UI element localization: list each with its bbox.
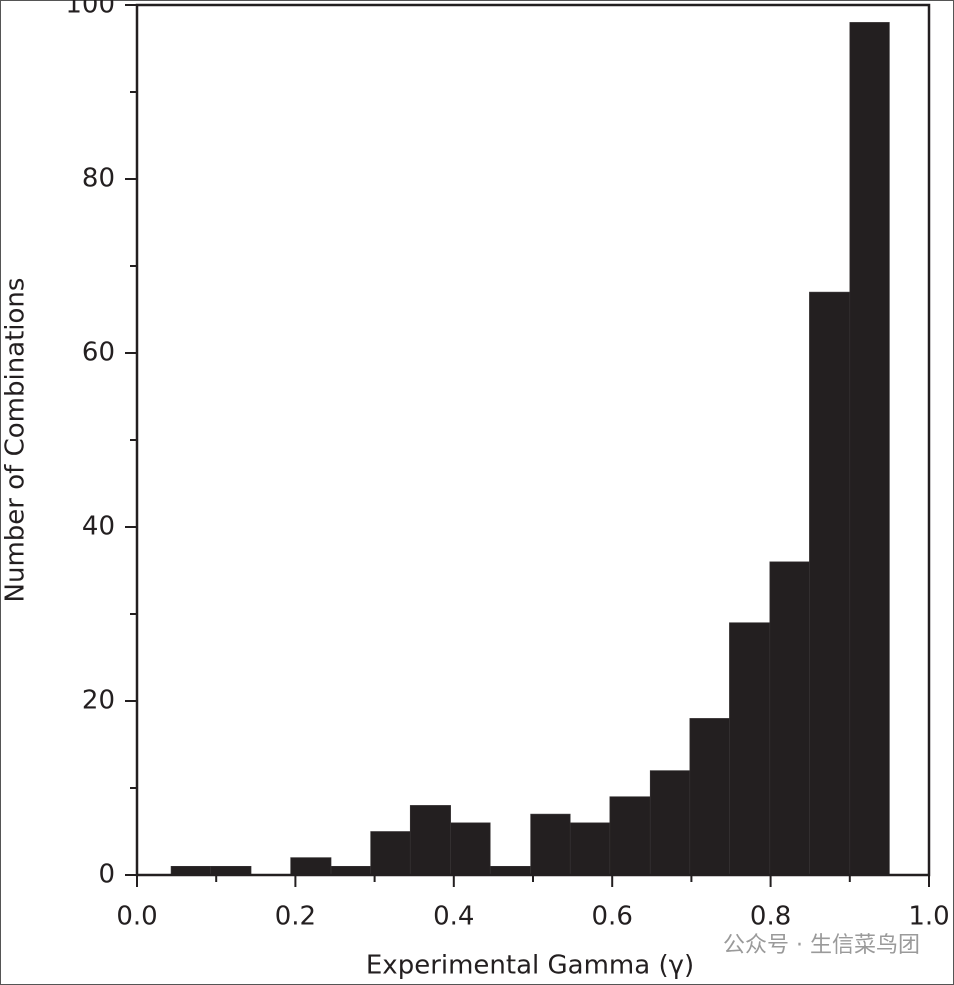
y-tick-label: 100 xyxy=(65,0,115,20)
bar xyxy=(569,822,611,876)
bar xyxy=(849,22,890,876)
x-tick-label: 1.0 xyxy=(908,902,949,932)
bar xyxy=(530,813,571,876)
y-tick-label: 0 xyxy=(98,860,115,890)
y-tick-label: 20 xyxy=(82,686,115,716)
y-axis-label: Number of Combinations xyxy=(1,278,31,603)
x-axis-label: Experimental Gamma (γ) xyxy=(366,951,694,981)
bar xyxy=(609,796,651,876)
bar xyxy=(330,865,371,876)
x-tick-label: 0.6 xyxy=(592,902,633,932)
watermark: 公众号 · 生信菜鸟团 xyxy=(723,933,920,958)
x-tick-label: 0.8 xyxy=(750,902,791,932)
x-tick-label: 0.4 xyxy=(433,902,474,932)
bar xyxy=(409,805,451,876)
y-tick-label: 80 xyxy=(82,164,115,194)
bar xyxy=(489,865,531,876)
bar xyxy=(689,718,730,876)
bar xyxy=(450,822,491,876)
bar xyxy=(729,622,771,876)
bar xyxy=(290,857,332,876)
bar xyxy=(769,561,810,876)
bar xyxy=(210,865,252,876)
bar xyxy=(649,770,691,876)
y-tick-label: 60 xyxy=(82,338,115,368)
bar xyxy=(809,291,851,876)
y-tick-label: 40 xyxy=(82,512,115,542)
bar xyxy=(170,865,211,876)
bar xyxy=(370,831,411,876)
x-tick-label: 0.2 xyxy=(275,902,316,932)
x-tick-label: 0.0 xyxy=(116,902,157,932)
